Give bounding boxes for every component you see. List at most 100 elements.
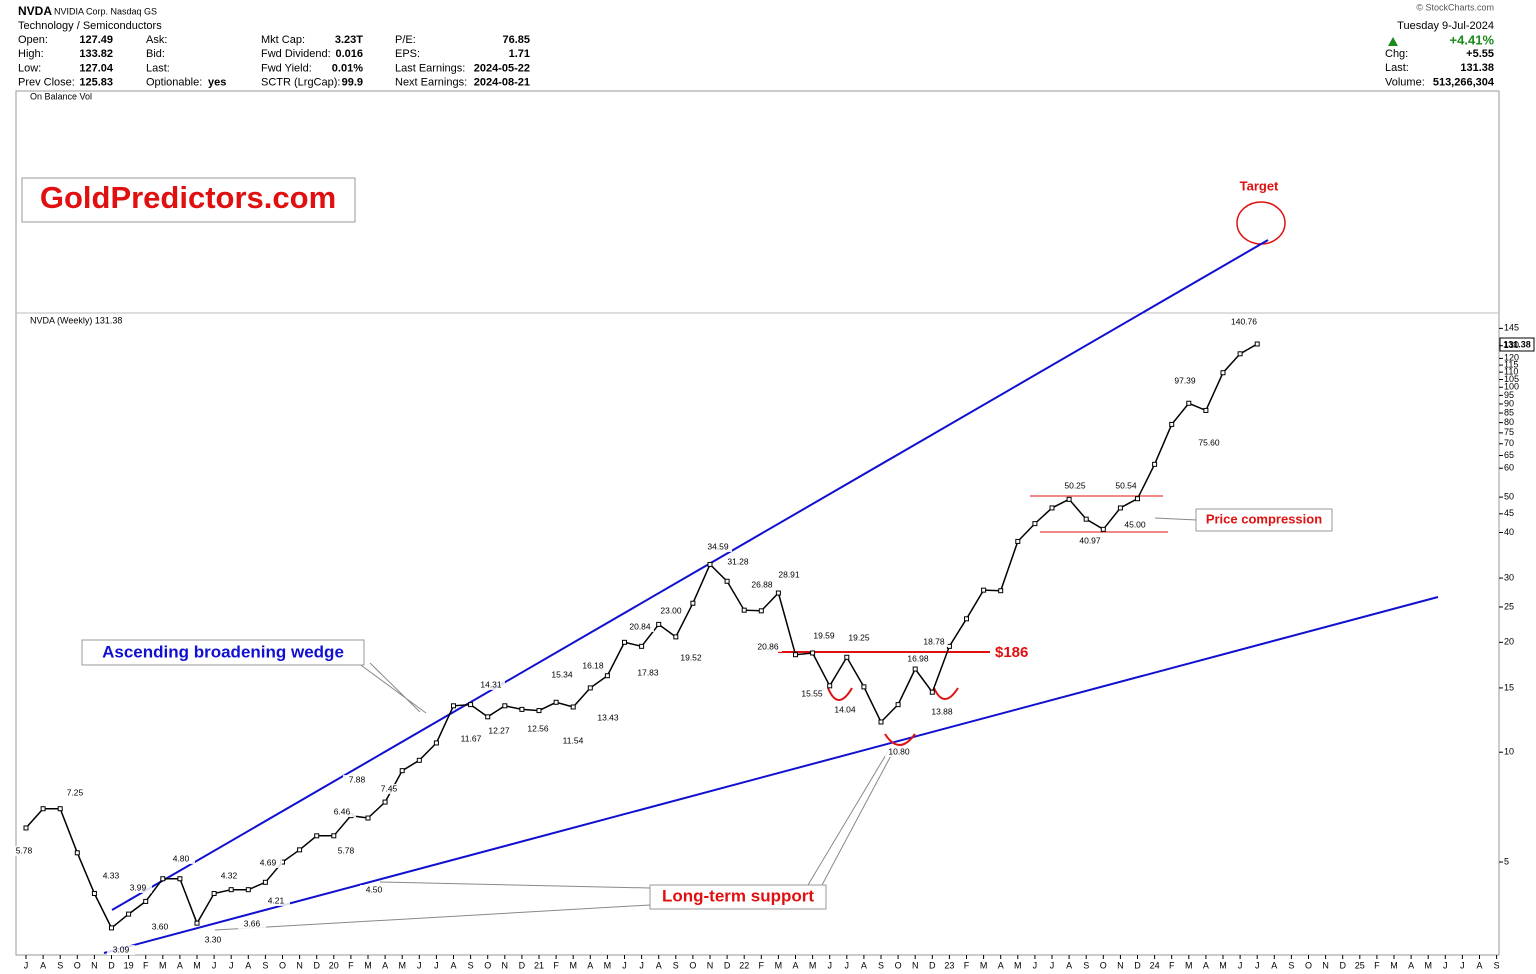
y-tick-label: 110 xyxy=(1504,367,1518,377)
price-bar xyxy=(981,587,987,593)
x-tick-label: J xyxy=(434,960,439,970)
pivot-box xyxy=(626,622,654,632)
pivot-box xyxy=(657,606,685,616)
x-tick-label: S xyxy=(468,960,474,970)
pivot-label: 16.98 xyxy=(907,653,929,663)
pivot-box xyxy=(457,734,485,744)
x-tick-label: D xyxy=(313,960,320,970)
x-tick-label: N xyxy=(91,960,98,970)
x-tick-label: M xyxy=(1390,960,1398,970)
pivot-label: 14.04 xyxy=(834,704,856,714)
price-bar xyxy=(1186,400,1192,406)
price-bar xyxy=(1254,341,1260,347)
price-bar xyxy=(827,683,833,689)
price-bar xyxy=(1015,538,1021,544)
symbol: NVDA xyxy=(18,4,52,18)
price-bar xyxy=(656,621,662,627)
y-tick-label: 5 xyxy=(1504,856,1509,866)
x-tick-label: A xyxy=(587,960,593,970)
field-value: 3.23T xyxy=(335,34,363,46)
pivot-box xyxy=(485,726,513,736)
pivot-label: 3.09 xyxy=(113,944,130,954)
x-tick-label: M xyxy=(159,960,167,970)
pivot-label: 13.43 xyxy=(597,712,619,722)
price-bar xyxy=(964,616,969,622)
price-bar xyxy=(1169,421,1175,427)
x-tick-label: M xyxy=(1185,960,1193,970)
y-tick-label: 115 xyxy=(1504,359,1518,369)
pivot-label: 97.39 xyxy=(1174,375,1196,385)
compression-box xyxy=(1195,508,1333,532)
pivot-box xyxy=(928,707,956,717)
price-bar xyxy=(331,833,337,839)
price-bar xyxy=(690,600,696,606)
callout-line xyxy=(357,662,427,714)
x-tick-label: 24 xyxy=(1150,960,1160,970)
price-bar xyxy=(1066,496,1072,502)
field-value: 0.016 xyxy=(335,48,363,60)
price-bar xyxy=(365,815,371,821)
pivot-box xyxy=(1121,520,1149,530)
x-tick-label: A xyxy=(1476,960,1482,970)
field-value: 2024-05-22 xyxy=(474,62,530,74)
pivot-label: 15.34 xyxy=(551,669,573,679)
price-bar xyxy=(1117,505,1123,511)
panel-frame xyxy=(15,90,1500,956)
x-tick-label: N xyxy=(296,960,303,970)
x-tick-label: O xyxy=(1305,960,1312,970)
y-tick-label: 130 xyxy=(1504,340,1519,350)
pivot-label: 4.33 xyxy=(103,870,120,880)
pivot-box xyxy=(559,736,587,746)
price-bar xyxy=(262,879,268,885)
field-label: High: xyxy=(18,48,44,60)
field-value: 127.04 xyxy=(79,62,114,74)
field-value: +5.55 xyxy=(1466,48,1494,60)
x-tick-label: J xyxy=(229,960,234,970)
y-tick-label: 30 xyxy=(1504,572,1514,582)
pivot-label: 10.80 xyxy=(888,746,910,756)
price-bar xyxy=(810,650,816,656)
price-bar xyxy=(775,590,781,596)
pivot-label: 45.00 xyxy=(1124,519,1146,529)
field-label: Prev Close: xyxy=(18,77,75,89)
price-bar xyxy=(245,887,251,893)
pivot-label: 7.25 xyxy=(67,787,84,797)
price-bar xyxy=(570,704,576,710)
pivot-label: 50.25 xyxy=(1064,480,1086,490)
pivot-label: 40.97 xyxy=(1079,535,1101,545)
field-label: Fwd Yield: xyxy=(261,62,312,74)
x-tick-label: 20 xyxy=(329,960,339,970)
up-arrow xyxy=(1388,37,1398,46)
wedge-lower xyxy=(103,596,1439,954)
price-bar xyxy=(297,847,303,853)
pivot-box xyxy=(343,775,371,785)
price-bar xyxy=(194,920,200,926)
price-bar xyxy=(1032,521,1038,527)
x-tick-label: J xyxy=(1033,960,1038,970)
price-bar xyxy=(536,708,542,714)
pivot-box xyxy=(704,542,732,552)
brand-box xyxy=(21,177,356,223)
price-bar xyxy=(160,876,166,882)
level-label: $186 xyxy=(995,644,1028,661)
pivot-label: 5.78 xyxy=(16,845,33,855)
price-bar xyxy=(1049,505,1055,511)
x-tick-label: S xyxy=(57,960,63,970)
y-tick-label: 50 xyxy=(1504,491,1514,501)
price-bar xyxy=(485,714,491,720)
pivot-box xyxy=(634,668,662,678)
pivot-box xyxy=(61,788,89,798)
x-tick-label: M xyxy=(980,960,988,970)
x-tick-label: M xyxy=(569,960,577,970)
callout-line xyxy=(1154,517,1198,521)
x-tick-label: A xyxy=(245,960,251,970)
x-tick-label: S xyxy=(262,960,268,970)
price-bar xyxy=(912,666,918,672)
x-tick-label: A xyxy=(998,960,1004,970)
field-value: 131.38 xyxy=(1460,62,1494,74)
pivot-box xyxy=(477,680,505,690)
x-tick-label: O xyxy=(279,960,286,970)
y-tick-label: 60 xyxy=(1504,463,1514,473)
pivot-box xyxy=(167,854,195,864)
pivot-label: 19.52 xyxy=(680,652,702,662)
